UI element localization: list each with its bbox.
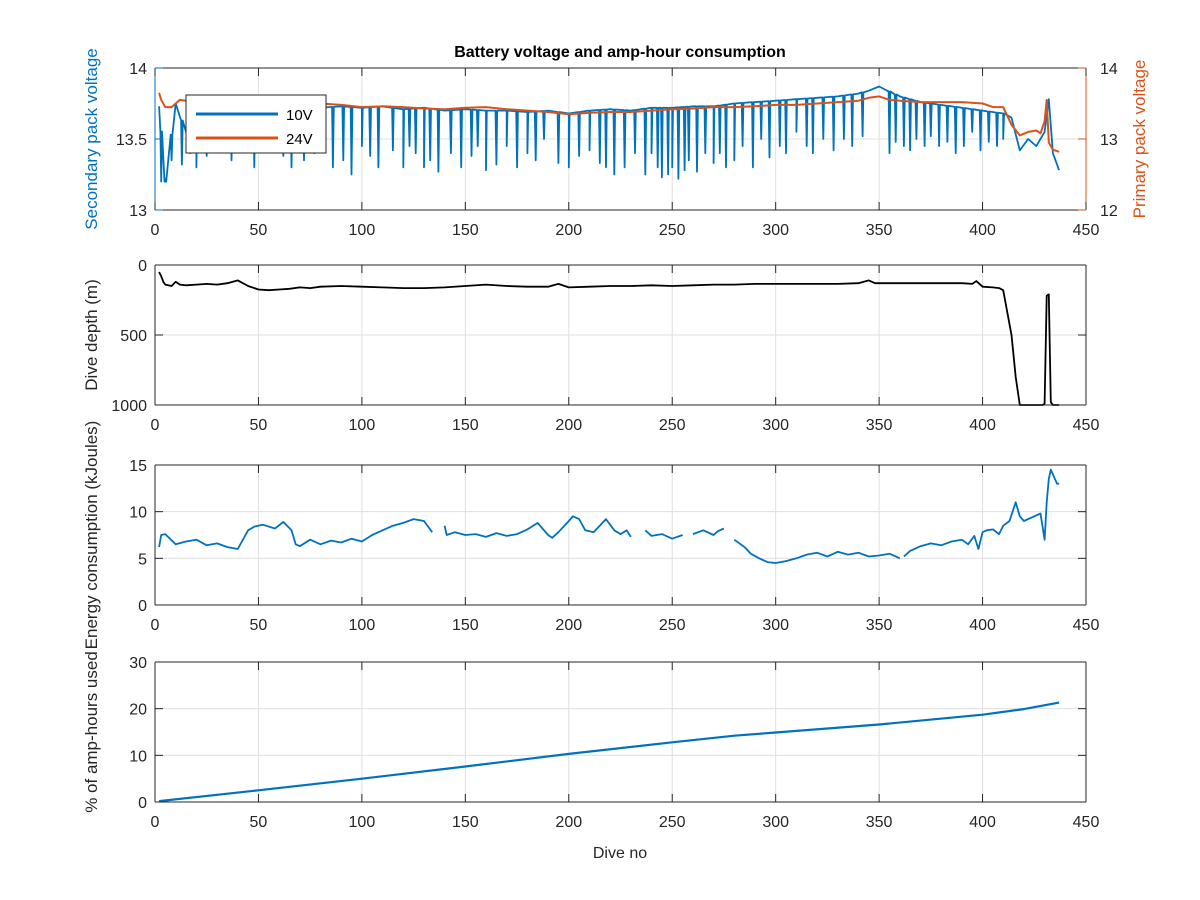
- subplots: 0 50 100 150 200 250 300 350 400 4501313.514Secon…: [82, 48, 1149, 831]
- y-axis-label: % of amp-hours used: [82, 651, 101, 813]
- x-tick-label: 0: [151, 617, 160, 634]
- series-line-energy-segment: [443, 515, 632, 539]
- x-tick-label: 150: [452, 617, 479, 634]
- x-tick-label: 0: [151, 417, 160, 434]
- subplot-dive-depth: 0 50 100 150 200 250 300 350 400 450 0 500 1000 Dive …: [82, 258, 1099, 434]
- y-axis-label: Dive depth (m): [82, 279, 101, 390]
- legend-box: [185, 94, 327, 154]
- x-tick-label: 350: [866, 814, 893, 831]
- x-tick-label: 200: [555, 617, 582, 634]
- x-tick-label: 200: [555, 222, 582, 239]
- x-tick-label: 0: [151, 222, 160, 239]
- x-tick-label: 250: [659, 417, 686, 434]
- x-tick-label: 100: [349, 814, 376, 831]
- subplot-energy: 0 50 100 150 200 250 300 350 400 450 0 5 10 15 Energy …: [82, 421, 1099, 650]
- x-tick-label: 350: [866, 222, 893, 239]
- y-tick-label: 0: [138, 598, 147, 615]
- x-tick-label: 300: [762, 814, 789, 831]
- x-tick-label: 450: [1073, 617, 1100, 634]
- x-tick-label: 200: [555, 417, 582, 434]
- x-tick-label: 350: [866, 617, 893, 634]
- x-tick-label: 400: [969, 222, 996, 239]
- x-tick-label: 400: [969, 814, 996, 831]
- x-tick-label: 400: [969, 417, 996, 434]
- series-line-amp-hours: [158, 701, 1060, 803]
- x-tick-label: 250: [659, 617, 686, 634]
- y-axis-label: Secondary pack voltage: [82, 48, 101, 229]
- y-right-axis-label: Primary pack voltage: [1130, 60, 1149, 219]
- x-tick-label: 150: [452, 222, 479, 239]
- x-tick-label: 100: [349, 222, 376, 239]
- series-line-energy-segment: [644, 529, 683, 540]
- series-line-depth: [158, 271, 1060, 406]
- x-tick-label: 450: [1073, 814, 1100, 831]
- x-tick-label: 0: [151, 814, 160, 831]
- subplot-voltage: 0 50 100 150 200 250 300 350 400 450 13 13.5 14 Secon…: [82, 48, 1149, 239]
- x-tick-label: 400: [969, 617, 996, 634]
- y-tick-label: 1000: [111, 398, 147, 415]
- series-line-energy-segment: [733, 538, 901, 564]
- series-line-energy-segment: [903, 468, 1060, 558]
- x-tick-label: 100: [349, 417, 376, 434]
- x-tick-label: 250: [659, 222, 686, 239]
- x-tick-label: 50: [250, 222, 268, 239]
- y-right-tick-label: 12: [1100, 203, 1118, 220]
- x-tick-label: 300: [762, 222, 789, 239]
- legend-label-10v: 10V: [286, 107, 313, 124]
- y-tick-label: 10: [129, 505, 147, 522]
- y-tick-label: 14: [129, 61, 147, 78]
- y-tick-label: 13: [129, 203, 147, 220]
- x-tick-label: 50: [250, 814, 268, 831]
- x-tick-label: 200: [555, 814, 582, 831]
- y-tick-label: 20: [129, 702, 147, 719]
- x-tick-label: 50: [250, 617, 268, 634]
- y-right-tick-label: 14: [1100, 61, 1118, 78]
- x-axis-label: Dive no: [593, 845, 647, 862]
- y-tick-label: 15: [129, 458, 147, 475]
- x-tick-label: 300: [762, 417, 789, 434]
- x-tick-label: 150: [452, 814, 479, 831]
- x-tick-label: 450: [1073, 417, 1100, 434]
- y-tick-label: 0: [138, 795, 147, 812]
- y-tick-label: 30: [129, 655, 147, 672]
- series-line-energy-segment: [158, 518, 433, 550]
- y-tick-label: 0: [138, 258, 147, 275]
- x-tick-label: 250: [659, 814, 686, 831]
- x-tick-label: 300: [762, 617, 789, 634]
- y-tick-label: 10: [129, 748, 147, 765]
- y-axis-label: Energy consumption (kJoules): [82, 421, 101, 650]
- subplot-amp-hours: 0 50 100 150 200 250 300 350 400 450 0 10 20 30 % of a…: [82, 651, 1099, 831]
- x-tick-label: 100: [349, 617, 376, 634]
- legend-label-24v: 24V: [286, 131, 313, 148]
- x-tick-label: 450: [1073, 222, 1100, 239]
- y-tick-label: 500: [120, 328, 147, 345]
- x-tick-label: 350: [866, 417, 893, 434]
- figure-title: Battery voltage and amp-hour consumption: [454, 44, 786, 61]
- x-tick-label: 150: [452, 417, 479, 434]
- x-tick-label: 50: [250, 417, 268, 434]
- y-right-tick-label: 13: [1100, 132, 1118, 149]
- y-tick-label: 5: [138, 551, 147, 568]
- y-tick-label: 13.5: [116, 132, 147, 149]
- series-line-energy-segment: [692, 527, 725, 536]
